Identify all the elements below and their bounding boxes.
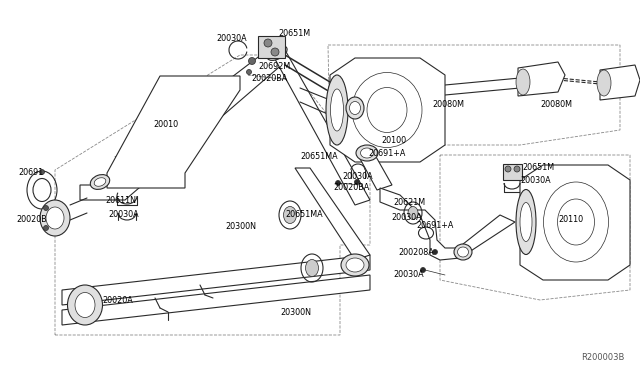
Ellipse shape [349, 102, 360, 115]
Polygon shape [380, 188, 515, 260]
Polygon shape [520, 165, 630, 280]
Text: 20030A: 20030A [391, 213, 422, 222]
Polygon shape [503, 164, 522, 180]
Ellipse shape [246, 70, 252, 74]
Ellipse shape [271, 48, 284, 58]
Text: 20030A: 20030A [108, 210, 139, 219]
Polygon shape [62, 275, 370, 325]
Ellipse shape [46, 207, 64, 229]
Ellipse shape [454, 244, 472, 260]
Ellipse shape [248, 58, 255, 64]
Text: 20300N: 20300N [225, 222, 256, 231]
Ellipse shape [67, 285, 102, 325]
Ellipse shape [75, 292, 95, 317]
Text: 20030A: 20030A [520, 176, 550, 185]
Text: 20651M: 20651M [522, 163, 554, 172]
Ellipse shape [271, 48, 279, 56]
Ellipse shape [90, 174, 109, 189]
Ellipse shape [516, 69, 530, 95]
Text: 20030A: 20030A [216, 34, 246, 43]
Polygon shape [358, 155, 392, 190]
Ellipse shape [433, 250, 438, 254]
Text: 20651MA: 20651MA [300, 152, 338, 161]
Polygon shape [62, 255, 370, 305]
Text: 20691+A: 20691+A [416, 221, 453, 230]
Text: 20110: 20110 [558, 215, 583, 224]
Text: 20020BA: 20020BA [251, 74, 287, 83]
Ellipse shape [44, 205, 49, 211]
Polygon shape [80, 48, 285, 200]
Text: 20030A: 20030A [393, 270, 424, 279]
Polygon shape [270, 50, 370, 205]
Text: 20691: 20691 [18, 168, 44, 177]
Text: R200003B: R200003B [582, 353, 625, 362]
Ellipse shape [360, 148, 374, 158]
Ellipse shape [284, 206, 296, 224]
Text: 20100: 20100 [381, 136, 406, 145]
Ellipse shape [264, 39, 272, 47]
Ellipse shape [94, 178, 106, 186]
Text: 20030A: 20030A [342, 172, 372, 181]
Ellipse shape [305, 260, 319, 276]
Polygon shape [600, 65, 640, 100]
Ellipse shape [341, 254, 369, 276]
Ellipse shape [597, 70, 611, 96]
Text: 20611N: 20611N [105, 196, 136, 205]
Ellipse shape [505, 166, 511, 172]
Ellipse shape [520, 202, 532, 241]
Text: 200208A: 200208A [398, 248, 434, 257]
Polygon shape [107, 76, 240, 188]
Ellipse shape [267, 46, 287, 60]
Polygon shape [330, 58, 445, 162]
Text: 20020BA: 20020BA [333, 183, 369, 192]
Polygon shape [295, 168, 370, 260]
Text: 20300N: 20300N [280, 308, 311, 317]
Ellipse shape [40, 200, 70, 236]
Ellipse shape [458, 247, 468, 257]
Ellipse shape [326, 75, 348, 145]
Ellipse shape [44, 225, 49, 231]
Text: 20010: 20010 [153, 120, 178, 129]
Polygon shape [258, 36, 285, 58]
Ellipse shape [346, 258, 364, 272]
Polygon shape [518, 62, 565, 96]
Ellipse shape [514, 166, 520, 172]
Ellipse shape [40, 170, 45, 174]
Ellipse shape [330, 89, 344, 131]
Text: 20651M: 20651M [278, 29, 310, 38]
Text: 20020A: 20020A [102, 296, 132, 305]
Ellipse shape [408, 206, 418, 219]
Ellipse shape [346, 97, 364, 119]
Ellipse shape [335, 180, 340, 186]
Text: 20080M: 20080M [540, 100, 572, 109]
Text: 20020B: 20020B [16, 215, 47, 224]
Ellipse shape [516, 189, 536, 254]
Text: 20691+A: 20691+A [368, 149, 405, 158]
Text: 20621M: 20621M [393, 198, 425, 207]
Text: 20651MA: 20651MA [285, 210, 323, 219]
Text: 20080M: 20080M [432, 100, 464, 109]
Text: 20692M: 20692M [258, 62, 291, 71]
Ellipse shape [420, 267, 426, 273]
Ellipse shape [355, 180, 360, 185]
Ellipse shape [356, 145, 378, 161]
